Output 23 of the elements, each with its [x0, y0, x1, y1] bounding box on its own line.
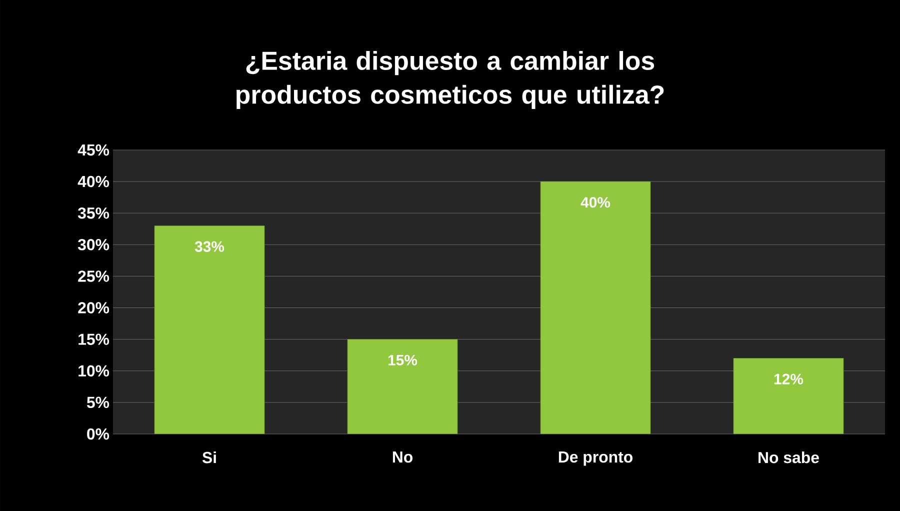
bar — [347, 339, 458, 434]
x-tick-label: Si — [202, 452, 216, 464]
y-tick-label: 30% — [78, 239, 110, 250]
y-tick-label: 40% — [78, 176, 110, 188]
bar — [733, 358, 844, 434]
x-tick-label: No sabe — [758, 452, 819, 464]
chart-title: ¿Estaria dispuesto a cambiar los productos cosmeticos que utiliza? — [236, 50, 664, 109]
data-label: 12% — [774, 374, 804, 384]
data-label: 33% — [194, 241, 224, 252]
y-tick-label: 25% — [78, 270, 110, 282]
y-tick-label: 0% — [87, 428, 110, 440]
data-label: 40% — [580, 197, 610, 208]
x-tick-label: No — [392, 452, 413, 463]
data-label: 15% — [388, 354, 418, 366]
y-tick-label: 45% — [78, 144, 110, 156]
bar — [540, 181, 651, 434]
bar — [154, 226, 265, 434]
y-tick-label: 35% — [78, 207, 110, 219]
y-tick-label: 5% — [86, 396, 110, 408]
x-tick-label: De pronto — [558, 452, 632, 466]
y-tick-label: 20% — [78, 302, 110, 314]
y-tick-label: 10% — [78, 365, 110, 377]
y-tick-label: 15% — [78, 334, 110, 345]
